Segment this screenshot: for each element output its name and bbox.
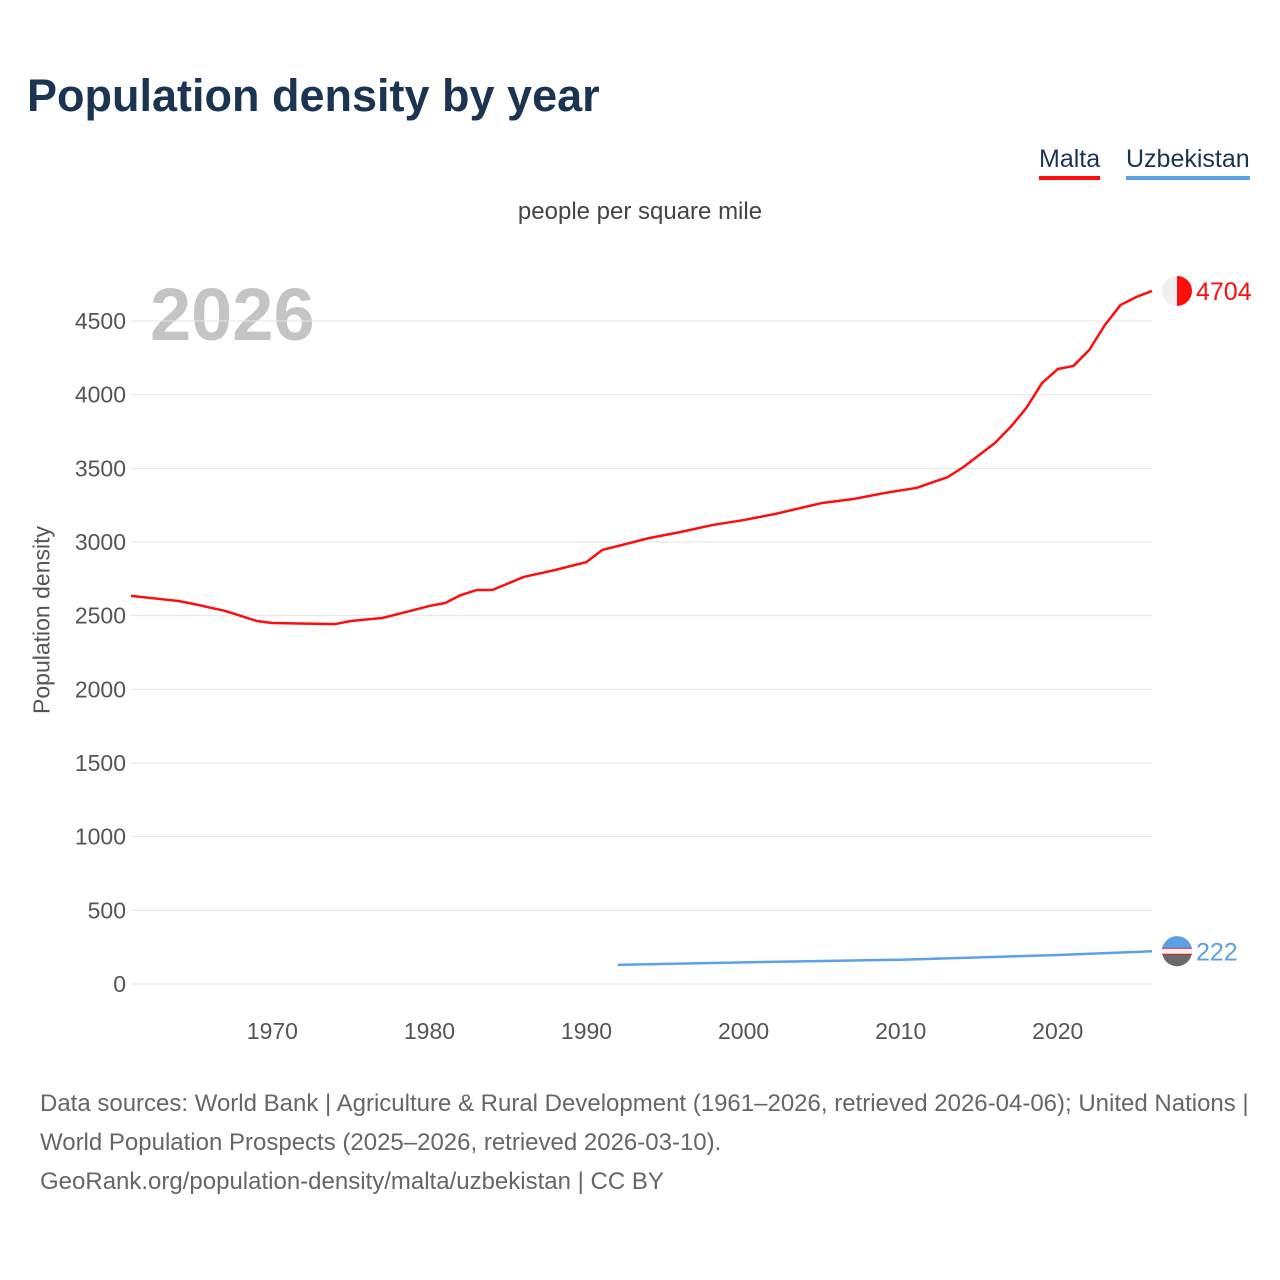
footer: Data sources: World Bank | Agriculture &… xyxy=(40,1084,1250,1201)
uzbekistan-flag-blue xyxy=(1162,936,1192,952)
year-label: 2026 xyxy=(150,273,315,356)
y-tick-label: 500 xyxy=(88,897,126,923)
series-line-uzbekistan xyxy=(617,950,1153,967)
y-tick-label: 4000 xyxy=(75,382,126,408)
y-tick-label: 3500 xyxy=(75,455,126,481)
x-tick-label: 1980 xyxy=(404,1018,455,1044)
source-link[interactable]: GeoRank.org/population-density/malta/uzb… xyxy=(40,1168,664,1195)
x-tick-label: 2010 xyxy=(875,1018,926,1044)
y-tick-label: 4500 xyxy=(75,308,126,334)
uzbekistan-flag-white xyxy=(1162,948,1192,955)
data-sources: Data sources: World Bank | Agriculture &… xyxy=(40,1090,1249,1156)
end-value-label: 4704 xyxy=(1196,278,1252,306)
y-tick-label: 1500 xyxy=(75,750,126,776)
y-tick-label: 2500 xyxy=(75,603,126,629)
malta-flag-red-half xyxy=(1177,275,1192,306)
x-tick-label: 1970 xyxy=(247,1018,298,1044)
end-value-label: 222 xyxy=(1196,938,1238,966)
legend-uzbekistan[interactable]: Uzbekistan xyxy=(1126,145,1250,180)
y-tick-label: 2000 xyxy=(75,676,126,702)
chart-subtitle: people per square mile xyxy=(517,198,763,225)
series-line-malta xyxy=(130,289,1153,626)
y-tick-label: 0 xyxy=(113,971,126,997)
x-tick-label: 2000 xyxy=(718,1018,769,1044)
y-tick-label: 1000 xyxy=(75,824,126,850)
y-tick-label: 3000 xyxy=(75,529,126,555)
chart-title: Population density by year xyxy=(27,70,600,121)
legend-malta[interactable]: Malta xyxy=(1039,145,1101,180)
x-tick-label: 1990 xyxy=(561,1018,612,1044)
x-tick-label: 2020 xyxy=(1032,1018,1083,1044)
